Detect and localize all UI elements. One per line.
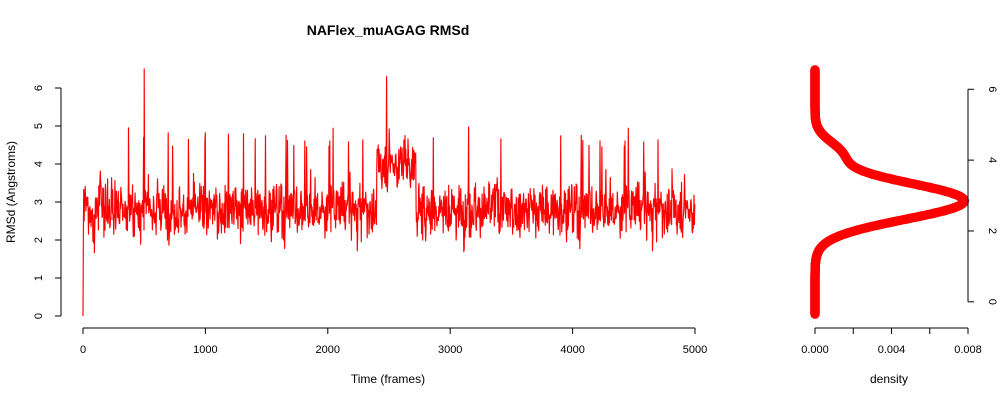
x-axis-ticks: 0 1000 2000 3000 4000 5000 [80, 328, 707, 356]
rmsd-timeseries-panel: 0 1000 2000 3000 4000 5000 0 1 2 3 4 5 6 Time (fram… [4, 68, 707, 386]
density-x-axis-ticks: 0.000 0.004 0.008 [801, 328, 982, 356]
x-tick-label: 4000 [560, 344, 584, 356]
x-tick-label: 2000 [316, 344, 340, 356]
y-tick-label: 5 [33, 123, 45, 129]
y-tick-label: 2 [33, 237, 45, 243]
density-curve [810, 65, 969, 319]
y-tick-label: 0 [33, 313, 45, 319]
x-tick-label: 1000 [193, 344, 217, 356]
density-point [810, 65, 820, 75]
density-y-tick-label: 6 [986, 86, 998, 92]
x-axis-label: Time (frames) [351, 372, 425, 386]
x-tick-label: 0 [80, 344, 86, 356]
y-tick-label: 6 [33, 85, 45, 91]
density-y-tick-label: 0 [986, 299, 998, 305]
chart-title: NAFlex_muAGAG RMSd [307, 22, 470, 38]
density-x-axis-label: density [870, 372, 908, 386]
y-axis-label: RMSd (Angstroms) [4, 141, 18, 243]
density-x-tick-label: 0.004 [878, 344, 906, 356]
y-axis-ticks: 0 1 2 3 4 5 6 [33, 85, 61, 319]
x-tick-label: 5000 [683, 344, 707, 356]
density-x-tick-label: 0.000 [801, 344, 829, 356]
y-tick-label: 1 [33, 275, 45, 281]
density-y-axis-ticks: 0 2 4 6 [968, 86, 998, 305]
density-y-tick-label: 2 [986, 228, 998, 234]
x-tick-label: 3000 [438, 344, 462, 356]
density-y-tick-label: 4 [986, 157, 998, 163]
rmsd-series-line [82, 68, 696, 317]
density-panel: 0.000 0.004 0.008 0 2 4 6 density [801, 65, 998, 386]
y-tick-label: 3 [33, 199, 45, 205]
y-tick-label: 4 [33, 161, 45, 167]
density-x-tick-label: 0.008 [954, 344, 982, 356]
